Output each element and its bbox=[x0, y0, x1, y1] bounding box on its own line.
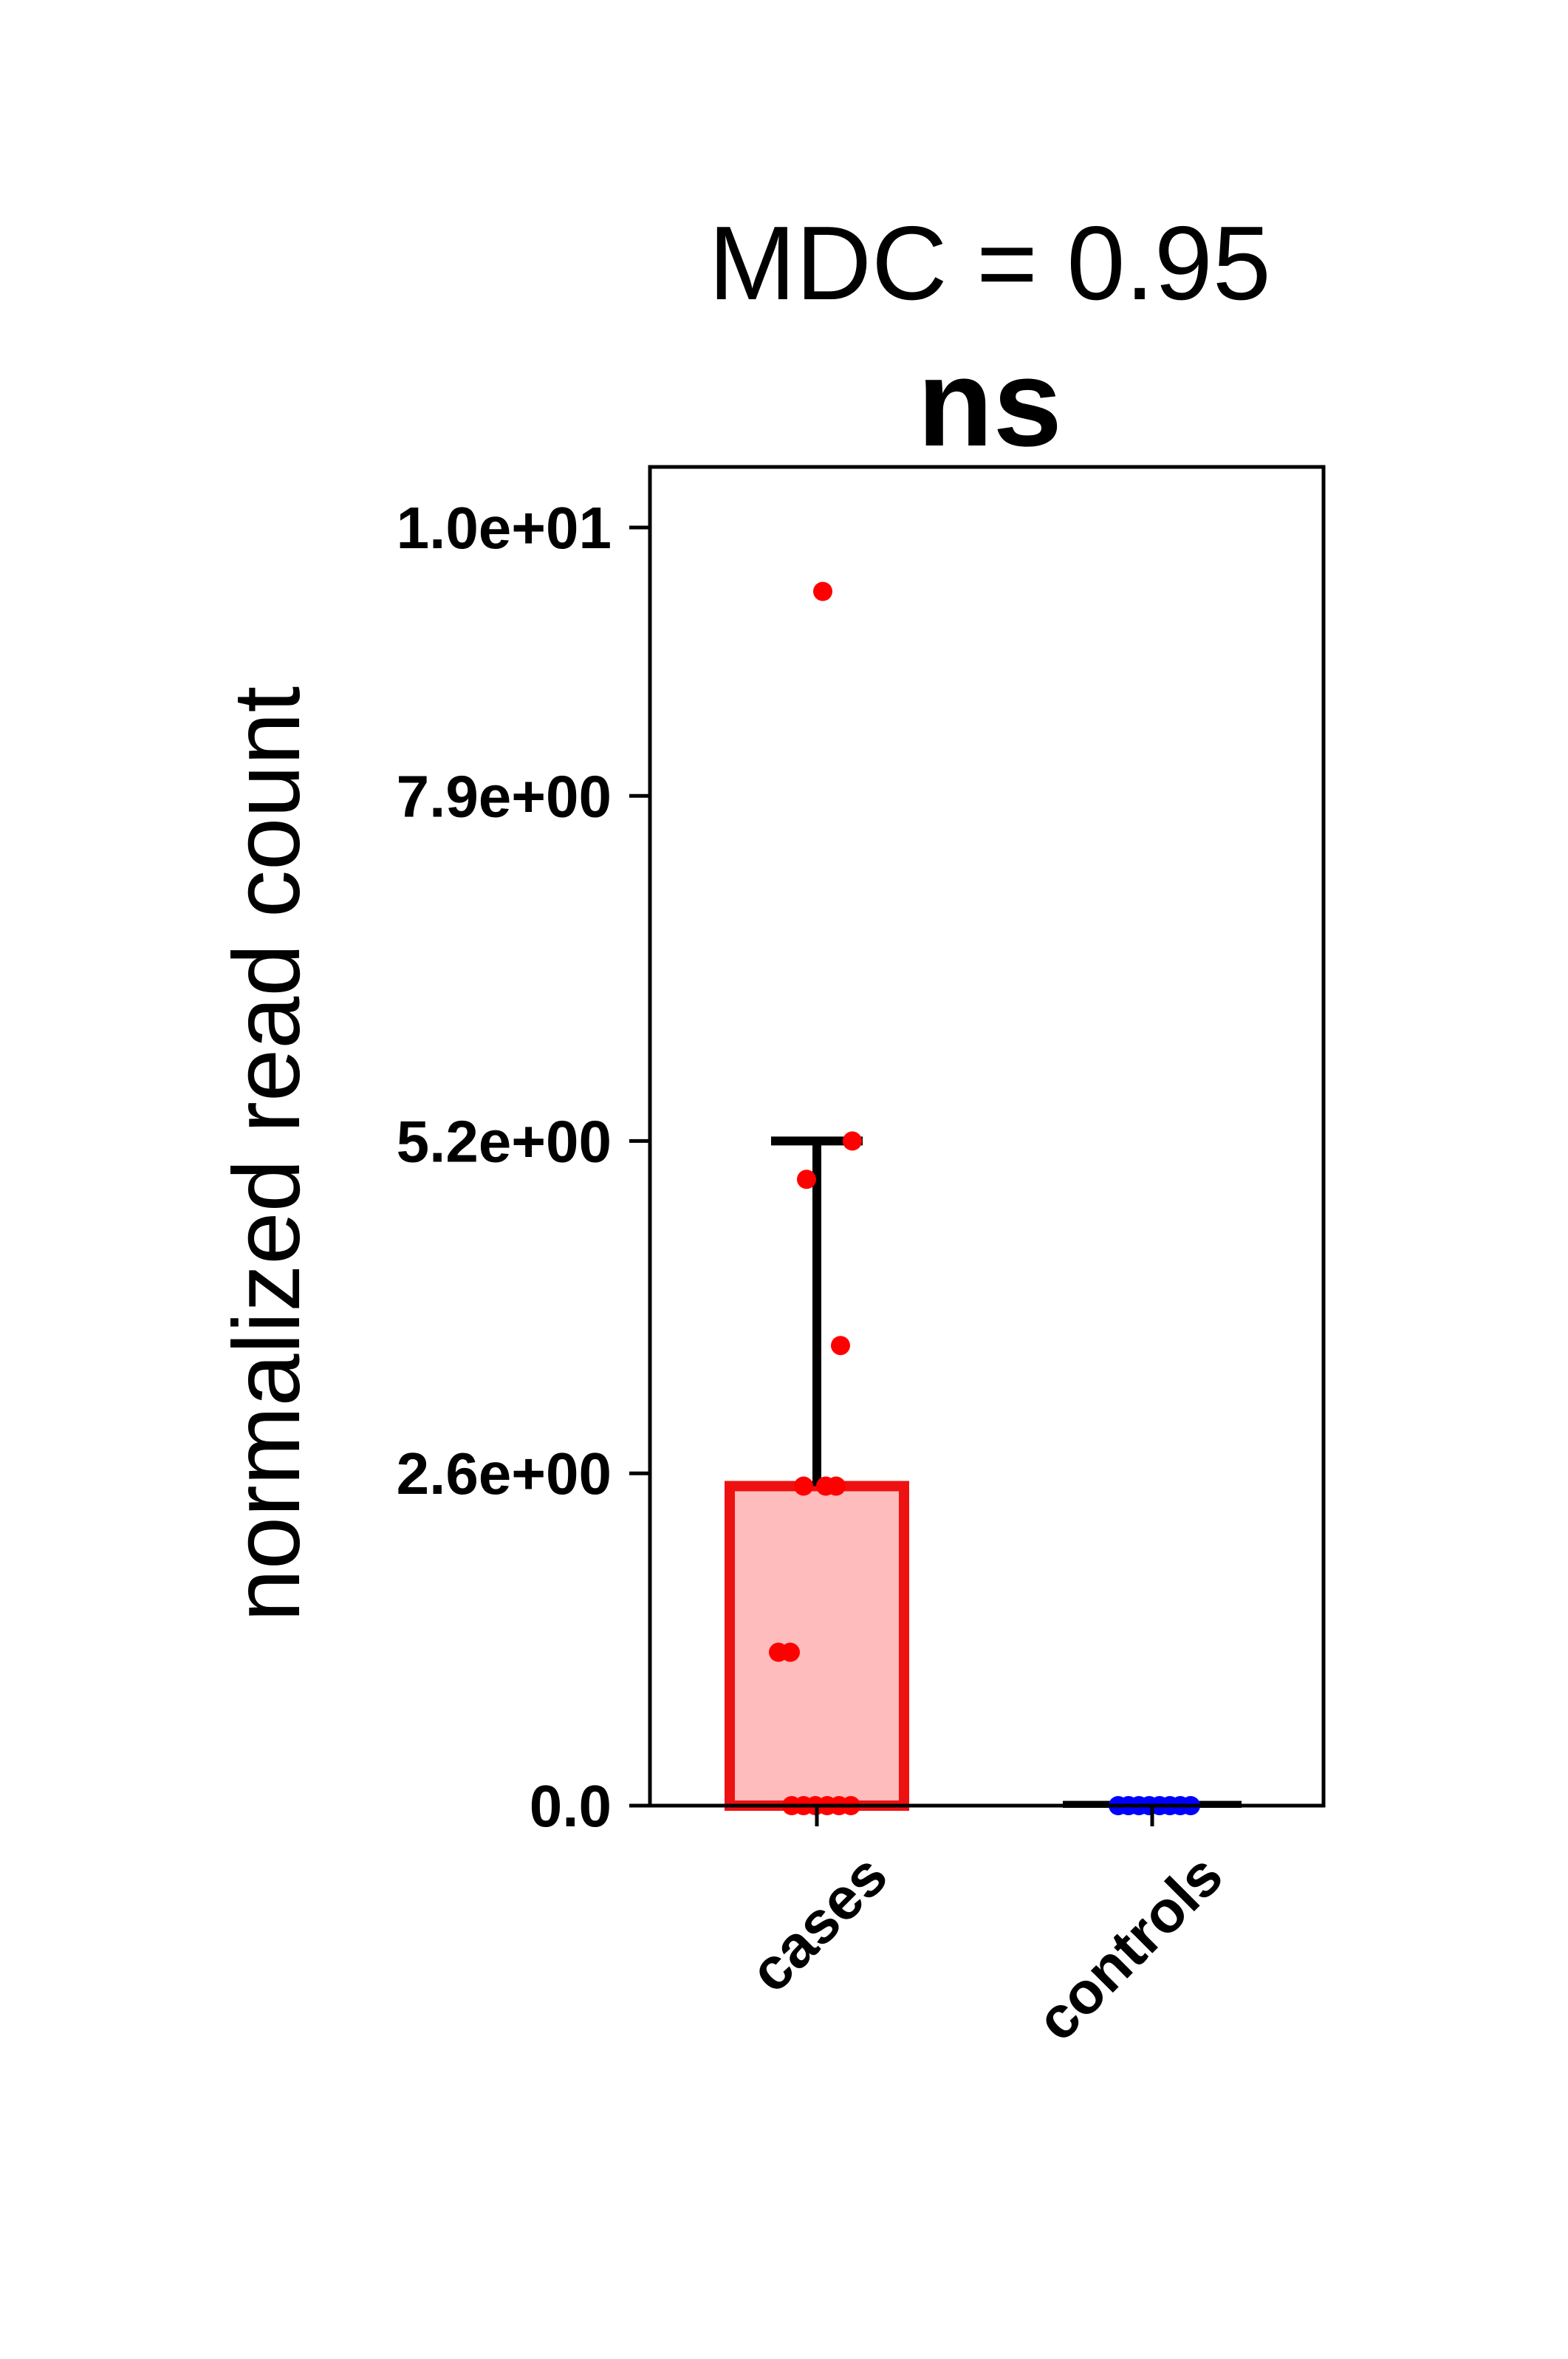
point-cases bbox=[813, 581, 832, 601]
bar-cases bbox=[725, 1481, 909, 1811]
significance-label: ns bbox=[917, 333, 1062, 472]
y-tick-label: 7.9e+00 bbox=[397, 763, 612, 829]
plot-area: 0.0 2.6e+00 5.2e+00 7.9e+00 1.0e+01 cases cont… bbox=[397, 465, 1326, 2053]
y-tick-label: 5.2e+00 bbox=[397, 1108, 612, 1174]
point-cases bbox=[843, 1131, 862, 1151]
y-tick-label: 2.6e+00 bbox=[397, 1441, 612, 1506]
point-cases bbox=[826, 1476, 846, 1496]
y-tick-label: 1.0e+01 bbox=[397, 495, 612, 561]
chart-title: MDC = 0.95 bbox=[708, 205, 1271, 322]
point-cases bbox=[781, 1642, 800, 1662]
y-tick-label: 0.0 bbox=[530, 1773, 612, 1839]
axes-frame bbox=[648, 465, 1326, 1808]
y-axis-label: normalized read count bbox=[214, 686, 320, 1622]
point-cases bbox=[831, 1336, 850, 1356]
point-cases bbox=[797, 1170, 816, 1189]
point-cases bbox=[794, 1476, 813, 1496]
x-tick-label-cases: cases bbox=[737, 1842, 900, 2004]
x-tick-label-controls: controls bbox=[1024, 1842, 1235, 2053]
